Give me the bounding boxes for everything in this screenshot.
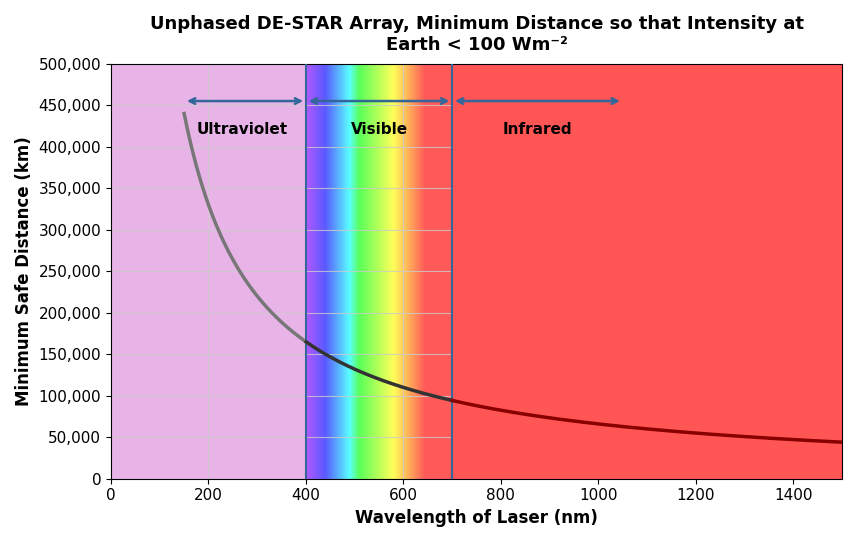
X-axis label: Wavelength of Laser (nm): Wavelength of Laser (nm) [355, 509, 598, 527]
Text: Ultraviolet: Ultraviolet [197, 122, 288, 137]
Text: Visible: Visible [351, 122, 408, 137]
Y-axis label: Minimum Safe Distance (km): Minimum Safe Distance (km) [15, 137, 33, 406]
Bar [452, 64, 842, 479]
Title: Unphased DE-STAR Array, Minimum Distance so that Intensity at
Earth < 100 Wm⁻²: Unphased DE-STAR Array, Minimum Distance… [149, 15, 804, 54]
Text: Infrared: Infrared [502, 122, 572, 137]
Bar [111, 64, 306, 479]
